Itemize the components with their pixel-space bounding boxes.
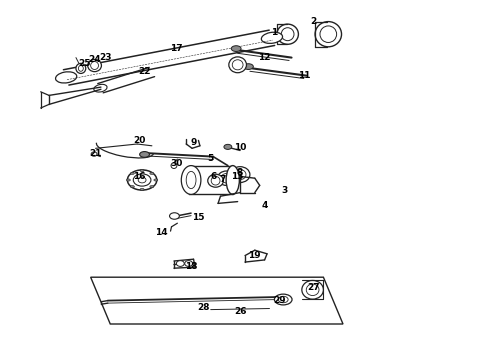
Ellipse shape: [221, 174, 232, 183]
Ellipse shape: [55, 72, 77, 83]
Text: 4: 4: [261, 201, 268, 210]
Ellipse shape: [232, 60, 243, 70]
Text: 16: 16: [133, 172, 146, 181]
Text: 19: 19: [248, 251, 261, 260]
Ellipse shape: [140, 152, 149, 157]
Ellipse shape: [130, 172, 134, 175]
Text: 17: 17: [170, 44, 183, 53]
Ellipse shape: [306, 284, 319, 296]
Text: 10: 10: [234, 143, 246, 152]
Ellipse shape: [154, 179, 158, 181]
Ellipse shape: [224, 144, 232, 149]
Text: 26: 26: [234, 307, 246, 316]
Ellipse shape: [91, 62, 98, 69]
Text: 24: 24: [88, 55, 101, 64]
Ellipse shape: [211, 176, 220, 185]
Ellipse shape: [176, 261, 184, 266]
Text: 3: 3: [281, 186, 287, 195]
Ellipse shape: [274, 294, 292, 305]
Polygon shape: [91, 277, 343, 324]
Text: 29: 29: [273, 296, 286, 305]
Ellipse shape: [130, 185, 134, 188]
Ellipse shape: [78, 66, 83, 71]
Ellipse shape: [208, 174, 223, 187]
Ellipse shape: [302, 280, 323, 299]
Ellipse shape: [138, 177, 146, 183]
Text: 20: 20: [133, 136, 146, 145]
Ellipse shape: [320, 26, 337, 42]
Text: 23: 23: [99, 53, 112, 62]
Ellipse shape: [231, 46, 241, 51]
Text: 15: 15: [192, 213, 205, 222]
Text: 1: 1: [271, 28, 277, 37]
Text: 14: 14: [155, 228, 168, 237]
Ellipse shape: [229, 57, 246, 73]
Ellipse shape: [185, 261, 193, 266]
Text: 7: 7: [220, 175, 226, 184]
Ellipse shape: [94, 84, 107, 92]
Text: 11: 11: [297, 71, 310, 80]
Text: 30: 30: [170, 159, 183, 168]
Text: 2: 2: [311, 17, 317, 26]
Text: 8: 8: [237, 168, 243, 177]
Ellipse shape: [230, 167, 250, 183]
Ellipse shape: [234, 170, 246, 180]
Ellipse shape: [181, 166, 201, 194]
Ellipse shape: [244, 64, 253, 69]
Text: 6: 6: [210, 172, 216, 181]
Ellipse shape: [150, 172, 154, 175]
Ellipse shape: [88, 59, 101, 72]
Ellipse shape: [91, 152, 97, 156]
Text: 12: 12: [258, 53, 271, 62]
Ellipse shape: [127, 170, 157, 190]
Text: 21: 21: [89, 149, 102, 158]
Text: 27: 27: [307, 284, 320, 292]
Ellipse shape: [277, 24, 298, 44]
Text: 18: 18: [185, 262, 197, 271]
Text: 28: 28: [197, 303, 210, 312]
Ellipse shape: [281, 28, 294, 41]
Text: 13: 13: [231, 172, 244, 181]
Ellipse shape: [278, 296, 288, 303]
Ellipse shape: [140, 188, 144, 190]
Ellipse shape: [150, 185, 154, 188]
Text: 25: 25: [78, 58, 91, 68]
Text: 5: 5: [208, 154, 214, 163]
Ellipse shape: [261, 32, 283, 44]
Ellipse shape: [186, 171, 196, 189]
Ellipse shape: [170, 213, 179, 219]
Ellipse shape: [133, 174, 151, 186]
Ellipse shape: [76, 63, 86, 73]
Ellipse shape: [171, 163, 177, 168]
Ellipse shape: [315, 22, 342, 47]
Ellipse shape: [140, 170, 144, 172]
Text: 9: 9: [190, 138, 197, 147]
Ellipse shape: [218, 171, 235, 185]
Text: 22: 22: [138, 68, 151, 77]
Ellipse shape: [226, 166, 239, 194]
Ellipse shape: [126, 179, 130, 181]
